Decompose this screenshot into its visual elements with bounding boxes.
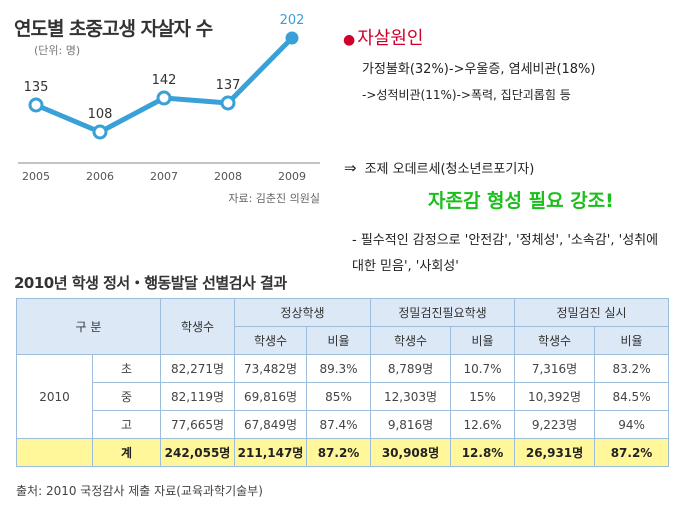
table-total-row: 계 242,055명 211,147명 87.2% 30,908명 12.8% … — [16, 438, 670, 467]
needs-ratio-cell: 10.7% — [450, 354, 516, 383]
data-label: 108 — [88, 107, 113, 122]
needs-ratio-cell: 15% — [450, 382, 516, 411]
students-cell: 77,665명 — [160, 410, 235, 439]
chart-title: 연도별 초중고생 자살자 수 — [14, 18, 213, 40]
needs-count-cell: 12,303명 — [370, 382, 452, 411]
level-cell: 초 — [92, 354, 161, 383]
total-normal-ratio-cell: 87.2% — [305, 438, 372, 467]
table-title: 2010년 학생 정서・행동발달 선별검사 결과 — [14, 274, 287, 292]
data-label: 142 — [152, 73, 177, 88]
normal-ratio-cell: 87.4% — [305, 410, 372, 439]
students-cell: 82,271명 — [160, 354, 235, 383]
normal-ratio-cell: 85% — [305, 382, 372, 411]
needs-ratio-cell: 12.6% — [450, 410, 516, 439]
exam-count-cell: 7,316명 — [514, 354, 596, 383]
x-tick-label: 2005 — [22, 170, 50, 183]
chart-source: 자료: 김춘진 의원실 — [228, 192, 320, 205]
total-normal-count-cell: 211,147명 — [234, 438, 307, 467]
data-label: 202 — [280, 13, 305, 28]
data-label: 135 — [24, 80, 49, 95]
total-exam-count-cell: 26,931명 — [514, 438, 596, 467]
exam-ratio-cell: 84.5% — [594, 382, 670, 411]
data-point — [28, 97, 44, 113]
screening-table: 구 분 학생수 정상학생 정밀검진필요학생 정밀검진 실시 학생수 비율 학생수… — [16, 298, 670, 467]
data-label: 137 — [216, 78, 241, 93]
subheader-exam-ratio: 비율 — [594, 326, 670, 355]
suicide-chart: 135 2005 108 2006 142 2007 137 2008 202 2009 연도별 … — [8, 0, 328, 210]
table-source: 출처: 2010 국정감사 제출 자료(교육과학기술부) — [16, 484, 263, 498]
reference-text: 조제 오데르세(청소년르포기자) — [364, 162, 535, 177]
needs-count-cell: 8,789명 — [370, 354, 452, 383]
table-subheader-row: 학생수 비율 학생수 비율 학생수 비율 — [17, 326, 670, 355]
exam-ratio-cell: 94% — [594, 410, 670, 439]
subheader-normal-ratio: 비율 — [305, 326, 372, 355]
table-header-row: 구 분 학생수 정상학생 정밀검진필요학생 정밀검진 실시 — [16, 298, 670, 355]
needs-count-cell: 9,816명 — [370, 410, 452, 439]
subheader-needs-ratio: 비율 — [450, 326, 516, 355]
year-cell: 2010 — [16, 354, 93, 439]
x-tick-label: 2006 — [86, 170, 114, 183]
exam-count-cell: 9,223명 — [514, 410, 596, 439]
normal-ratio-cell: 89.3% — [305, 354, 372, 383]
data-point — [285, 31, 299, 45]
header-normal: 정상학생 — [233, 298, 372, 327]
subheader-normal-count: 학생수 — [234, 326, 307, 355]
cause-title: ● 자살원인 — [343, 24, 423, 50]
normal-count-cell: 67,849명 — [234, 410, 307, 439]
level-cell: 고 — [92, 410, 161, 439]
exam-ratio-cell: 83.2% — [594, 354, 670, 383]
total-exam-ratio-cell: 87.2% — [594, 438, 670, 467]
emotion-list: - 필수적인 감정으로 '안전감', '정체성', '소속감', '성취에 대한… — [352, 233, 659, 274]
subheader-needs-count: 학생수 — [370, 326, 452, 355]
double-arrow-icon: ⇒ — [344, 159, 357, 177]
subheader-exam-count: 학생수 — [514, 326, 596, 355]
normal-count-cell: 73,482명 — [234, 354, 307, 383]
data-point — [220, 95, 236, 111]
exam-count-cell: 10,392명 — [514, 382, 596, 411]
header-category: 구 분 — [16, 298, 161, 355]
table-row: 고 77,665명 67,849명 87.4% 9,816명 12.6% 9,2… — [17, 410, 670, 439]
total-blank-cell — [16, 438, 93, 467]
total-needs-ratio-cell: 12.8% — [450, 438, 516, 467]
normal-count-cell: 69,816명 — [234, 382, 307, 411]
chart-canvas: 135 2005 108 2006 142 2007 137 2008 202 2009 — [18, 13, 320, 183]
reference-line: ⇒ 조제 오데르세(청소년르포기자) — [344, 158, 534, 177]
table-row: 중 82,119명 69,816명 85% 12,303명 15% 10,392… — [17, 382, 670, 411]
x-tick-label: 2007 — [150, 170, 178, 183]
total-needs-count-cell: 30,908명 — [370, 438, 452, 467]
bullet-icon: ● — [343, 32, 356, 48]
cause-line-1: 가정불화(32%)->우울증, 염세비관(18%) — [362, 62, 596, 77]
data-point — [156, 90, 172, 106]
total-label-cell: 계 — [92, 438, 161, 467]
chart-unit-label: (단위: 명) — [34, 44, 81, 57]
header-students: 학생수 — [160, 298, 235, 355]
emphasis-text: 자존감 형성 필요 강조! — [428, 190, 614, 212]
cause-title-text: 자살원인 — [357, 28, 424, 49]
students-cell: 82,119명 — [160, 382, 235, 411]
x-tick-label: 2008 — [214, 170, 242, 183]
x-tick-label: 2009 — [278, 170, 306, 183]
cause-line-2: ->성적비관(11%)->폭력, 집단괴롭힘 등 — [362, 88, 571, 102]
level-cell: 중 — [92, 382, 161, 411]
table-row: 2010 초 82,271명 73,482명 89.3% 8,789명 10.7… — [16, 354, 670, 439]
header-examined: 정밀검진 실시 — [514, 298, 670, 327]
data-point — [92, 124, 108, 140]
total-students-cell: 242,055명 — [160, 438, 235, 467]
header-needs-exam: 정밀검진필요학생 — [370, 298, 516, 327]
